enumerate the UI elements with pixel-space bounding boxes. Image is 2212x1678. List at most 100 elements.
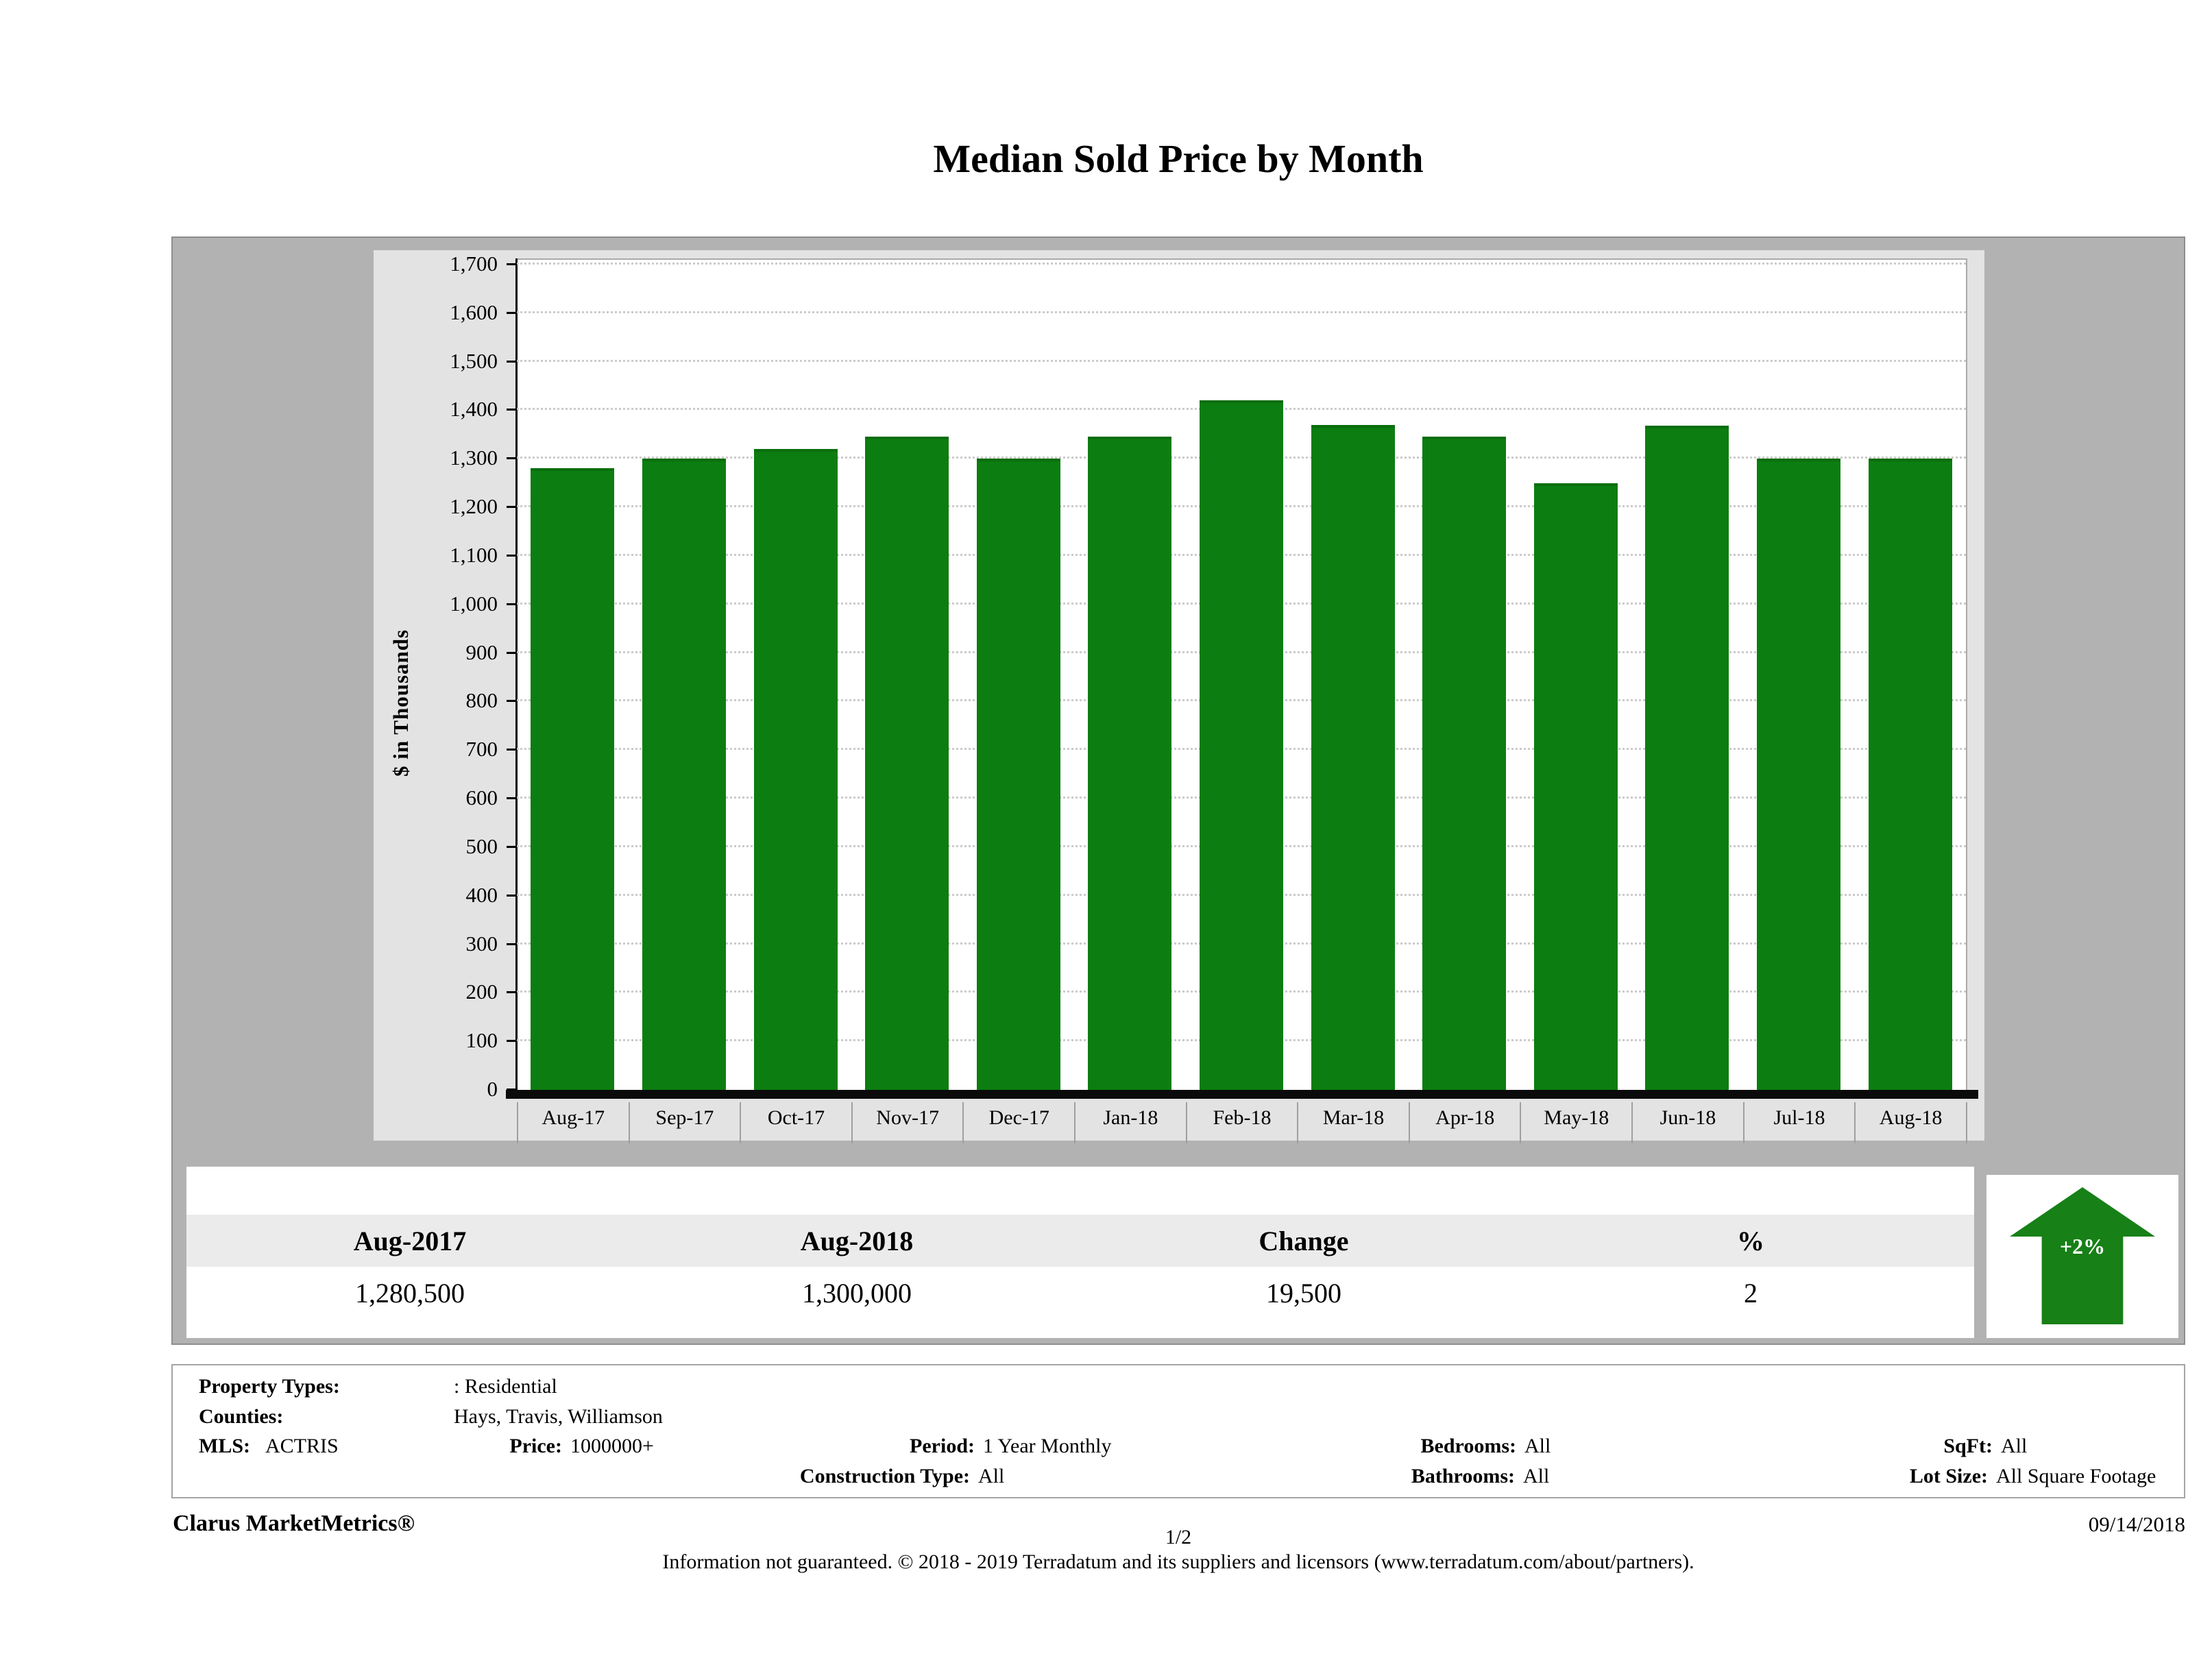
y-tick-label: 1,400 <box>450 397 498 422</box>
y-tick-mark <box>507 749 515 751</box>
y-tick-mark <box>507 506 515 509</box>
filters-row-4: Construction Type: All Bathrooms: All Lo… <box>173 1465 2184 1492</box>
x-tick-label: Apr-18 <box>1410 1102 1522 1143</box>
x-tick-label: Mar-18 <box>1298 1102 1410 1143</box>
y-tick-label: 1,100 <box>450 542 498 567</box>
y-tick-mark <box>507 603 515 605</box>
x-tick-label: May-18 <box>1521 1102 1633 1143</box>
bar-Nov-17 <box>865 437 949 1090</box>
y-tick-mark <box>507 651 515 654</box>
y-tick-label: 1,000 <box>450 591 498 616</box>
bar-Sep-17 <box>642 459 726 1090</box>
construction-field: Construction Type: All <box>800 1465 1005 1488</box>
page-number: 1/2 <box>1165 1526 1192 1548</box>
y-tick-label: 1,600 <box>450 300 498 324</box>
y-tick-label: 1,700 <box>450 252 498 276</box>
y-tick-label: 1,200 <box>450 494 498 519</box>
filters-box: Property Types: : Residential Counties: … <box>171 1364 2185 1498</box>
lot-size-label: Lot Size: <box>1909 1465 1988 1487</box>
summary-header-row: Aug-2017 Aug-2018 Change % <box>186 1215 1974 1267</box>
bedrooms-field: Bedrooms: All <box>1421 1435 1551 1458</box>
y-axis-line <box>515 258 518 1090</box>
y-tick-mark <box>507 311 515 314</box>
filters-row-2: Counties: Hays, Travis, Williamson <box>173 1405 2184 1433</box>
y-tick-label: 900 <box>465 640 498 664</box>
y-tick-label: 200 <box>465 980 498 1004</box>
bedrooms-value: All <box>1524 1435 1551 1457</box>
bathrooms-field: Bathrooms: All <box>1411 1465 1550 1488</box>
x-axis-line <box>506 1090 1978 1099</box>
summary-value-cell: 1,300,000 <box>802 1277 912 1309</box>
price-label: Price: <box>509 1435 562 1457</box>
bar-series <box>517 260 1966 1090</box>
bar-Jun-18 <box>1645 426 1729 1090</box>
y-tick-label: 0 <box>487 1077 498 1101</box>
construction-value: All <box>978 1465 1005 1487</box>
x-tick-label: Feb-18 <box>1187 1102 1299 1143</box>
y-tick-mark <box>507 943 515 945</box>
property-types-label: Property Types: <box>199 1375 340 1398</box>
x-tick-label: Sep-17 <box>630 1102 742 1143</box>
gridline <box>517 263 1966 265</box>
period-value: 1 Year Monthly <box>983 1435 1112 1457</box>
bar-Dec-17 <box>976 459 1060 1090</box>
sqft-field: SqFt: All <box>1943 1435 2027 1458</box>
bar-Apr-18 <box>1422 437 1507 1090</box>
counties-value: Hays, Travis, Williamson <box>454 1405 663 1428</box>
mls-value: ACTRIS <box>265 1435 339 1457</box>
x-tick-label: Dec-17 <box>964 1102 1076 1143</box>
summary-header-cell: % <box>1737 1225 1764 1256</box>
gridline <box>517 359 1966 362</box>
filters-row-3: MLS: ACTRIS Price: 1000000+ Period: 1 Ye… <box>173 1435 2184 1462</box>
report-date: 09/14/2018 <box>2088 1512 2185 1536</box>
x-tick-label: Aug-18 <box>1856 1102 1967 1143</box>
bathrooms-value: All <box>1523 1465 1550 1487</box>
y-tick-label: 500 <box>465 834 498 858</box>
period-label: Period: <box>910 1435 975 1457</box>
x-tick-label: Nov-17 <box>853 1102 964 1143</box>
filters-row-1: Property Types: : Residential <box>173 1375 2184 1402</box>
y-tick-mark <box>507 894 515 897</box>
y-tick-mark <box>507 409 515 411</box>
counties-label: Counties: <box>199 1405 284 1428</box>
bar-Mar-18 <box>1311 425 1395 1090</box>
gridline <box>517 311 1966 313</box>
change-badge: +2% <box>1986 1175 2178 1338</box>
y-tick-label: 1,300 <box>450 446 498 470</box>
summary-table: Aug-2017 Aug-2018 Change % 1,280,500 1,3… <box>186 1167 1974 1338</box>
summary-header-cell: Change <box>1259 1225 1349 1256</box>
y-tick-label: 100 <box>465 1028 498 1053</box>
sqft-label: SqFt: <box>1943 1435 1993 1457</box>
y-tick-label: 800 <box>465 688 498 713</box>
disclaimer-text: Information not guaranteed. © 2018 - 201… <box>662 1551 1694 1573</box>
bar-Feb-18 <box>1199 400 1283 1090</box>
y-tick-mark <box>507 1089 515 1091</box>
y-tick-mark <box>507 360 515 363</box>
bathrooms-label: Bathrooms: <box>1411 1465 1515 1487</box>
y-tick-mark <box>507 263 515 265</box>
bar-May-18 <box>1533 483 1618 1090</box>
bar-Oct-17 <box>753 449 838 1090</box>
summary-value-cell: 1,280,500 <box>355 1277 465 1309</box>
lot-size-field: Lot Size: All Square Footage <box>1910 1465 2156 1488</box>
summary-blank-row <box>186 1167 1974 1215</box>
plot-area <box>517 258 1967 1090</box>
y-axis-tick-labels: 0 100 200 300 400 500 600 700 800 900 1,000 1,100 1,… <box>374 252 507 1101</box>
y-tick-mark <box>507 797 515 800</box>
bar-Jul-18 <box>1757 459 1840 1090</box>
construction-label: Construction Type: <box>799 1465 970 1487</box>
x-tick-label: Oct-17 <box>741 1102 853 1143</box>
y-tick-label: 600 <box>465 786 498 810</box>
y-tick-mark <box>507 700 515 703</box>
x-tick-label: Jan-18 <box>1075 1102 1187 1143</box>
brand-name: Clarus MarketMetrics® <box>173 1511 415 1536</box>
price-value: 1000000+ <box>570 1435 654 1457</box>
y-tick-mark <box>507 991 515 994</box>
bar-Aug-18 <box>1868 459 1952 1090</box>
chart-panel: $ in Thousands 0 100 200 300 400 500 600 700 800… <box>171 236 2185 1345</box>
bedrooms-label: Bedrooms: <box>1420 1435 1516 1457</box>
summary-value-cell: 19,500 <box>1266 1277 1341 1309</box>
x-tick-label: Jul-18 <box>1745 1102 1856 1143</box>
chart-frame: $ in Thousands 0 100 200 300 400 500 600 700 800… <box>374 250 1984 1143</box>
x-tick-label: Aug-17 <box>517 1102 630 1143</box>
